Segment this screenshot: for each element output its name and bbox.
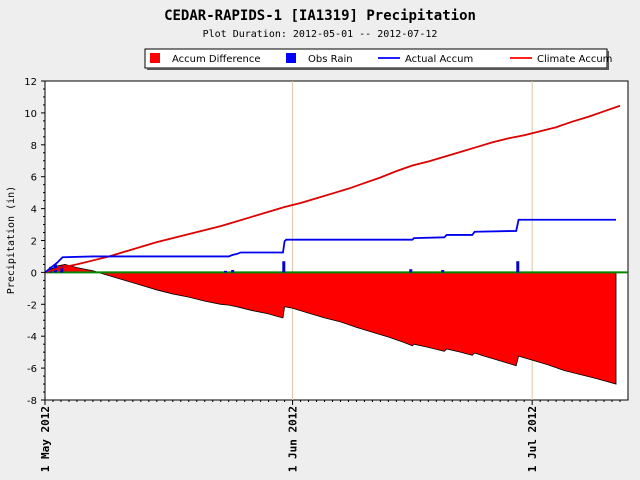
y-axis: -8 -6 -4 -2 0 2 4 6 8 10 12: [24, 77, 45, 407]
obs-rain-bar: [409, 269, 413, 273]
legend-label: Climate Accum: [537, 54, 612, 65]
y-tick-label: 4: [31, 205, 37, 216]
actual-accum-line: [44, 218, 617, 274]
obs-rain-bar: [282, 261, 286, 273]
y-tick-label: -6: [27, 364, 37, 375]
y-tick-label: -4: [27, 332, 37, 343]
obs-rain-bar: [441, 270, 445, 273]
x-tick-label: 1 Jun 2012: [287, 406, 300, 472]
legend-label: Obs Rain: [308, 54, 353, 65]
legend-shadow-right: [607, 51, 609, 70]
chart-subtitle: Plot Duration: 2012-05-01 -- 2012-07-12: [203, 29, 438, 40]
y-tick-label: 10: [24, 109, 37, 120]
y-tick-label: -8: [27, 396, 37, 407]
obs-rain-bar: [223, 270, 227, 273]
legend-swatch: [286, 53, 296, 63]
legend-label: Accum Difference: [172, 54, 260, 65]
y-tick-label: 12: [24, 77, 37, 88]
obs-rain-bar: [516, 261, 520, 273]
y-tick-label: 8: [31, 141, 37, 152]
y-axis-label: Precipitation (in): [6, 186, 17, 294]
legend-swatch: [150, 53, 160, 63]
x-axis: 1 May 2012 1 Jun 2012 1 Jul 2012: [39, 400, 621, 472]
climate-accum-line: [44, 104, 621, 274]
legend: Accum Difference Obs Rain Actual Accum Clim…: [144, 48, 612, 70]
x-tick-label: 1 May 2012: [39, 406, 52, 472]
y-tick-label: 0: [31, 268, 37, 279]
accum-difference-area: [44, 264, 617, 385]
obs-rain-bar: [49, 266, 53, 273]
x-tick-label: 1 Jul 2012: [526, 406, 539, 472]
obs-rain-bar: [60, 266, 64, 273]
y-tick-label: 2: [31, 237, 37, 248]
obs-rain-bar: [231, 270, 235, 273]
chart-title: CEDAR-RAPIDS-1 [IA1319] Precipitation: [164, 8, 476, 24]
y-tick-label: -2: [27, 300, 37, 311]
legend-label: Actual Accum: [405, 54, 473, 65]
y-tick-label: 6: [31, 173, 37, 184]
legend-shadow-bottom: [147, 68, 609, 70]
series-layer: [44, 104, 628, 385]
